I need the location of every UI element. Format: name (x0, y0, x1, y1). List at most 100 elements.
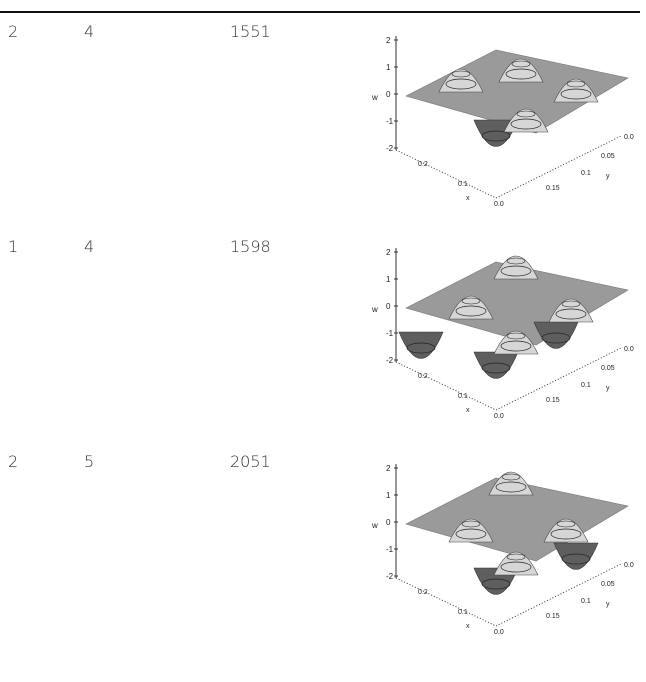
y-axis-label: y (606, 385, 610, 392)
y-tick-label: 0.1 (581, 382, 591, 389)
y-tick-label: 0.15 (546, 397, 560, 404)
y-axis-line (495, 135, 622, 199)
table-top-rule (0, 11, 640, 13)
w-tick-label: 0 (386, 302, 391, 311)
x-tick-label: 0.0 (494, 413, 504, 420)
y-axis-label: y (606, 601, 610, 608)
contour-line (481, 578, 511, 590)
surface-plot: 2 1 0 -1 -2 w 0.2 0.1 0.0 x 0.0 0.05 0.1 0.15 y (371, 248, 634, 420)
contour-line (505, 68, 537, 80)
x-axis-line (395, 361, 497, 411)
surface-peak (543, 518, 589, 543)
y-tick-label: 0.15 (546, 613, 560, 620)
w-tick-label: 2 (386, 248, 391, 257)
surface-trough (473, 351, 519, 379)
x-tick-label: 0.0 (494, 629, 504, 636)
w-axis-label: w (371, 305, 378, 314)
x-tick-label: 0.2 (418, 589, 428, 596)
contour-line (560, 88, 592, 100)
contour-line (561, 553, 591, 565)
x-axis-label: x (466, 407, 470, 414)
cell-c2: 4 (84, 22, 95, 41)
surface-peak (488, 471, 534, 496)
surface-plot: 2 1 0 -1 -2 w 0.2 0.1 0.0 x 0.0 0.05 0.1 0.15 y (371, 464, 634, 636)
contour-line (561, 300, 581, 308)
contour-line (406, 342, 436, 354)
surface-peak (448, 518, 494, 543)
contour-line (495, 481, 527, 493)
y-axis-line (495, 563, 622, 627)
surface-trough (533, 321, 579, 349)
surface-peak (498, 58, 544, 83)
contour-line (511, 60, 531, 68)
w-tick-label: -2 (386, 572, 394, 581)
y-tick-label: 0.05 (601, 365, 615, 372)
contour-line (506, 257, 526, 265)
w-tick-label: 0 (386, 518, 391, 527)
contour-line (510, 118, 542, 130)
x-axis-label: x (466, 623, 470, 630)
w-axis-label: w (371, 93, 378, 102)
contour-line (455, 528, 487, 540)
surface-peak (553, 78, 599, 103)
w-tick-label: 1 (386, 491, 391, 500)
cell-c3: 2051 (230, 452, 271, 471)
contour-line (541, 332, 571, 344)
w-tick-label: -2 (386, 356, 394, 365)
contour-line (506, 553, 526, 561)
w-tick-label: 2 (386, 464, 391, 473)
surface-peak (438, 68, 484, 93)
w-tick-label: 2 (386, 36, 391, 45)
surface-peak (448, 295, 494, 320)
surface-trough (553, 542, 599, 570)
contour-line (556, 520, 576, 528)
x-tick-label: 0.1 (458, 181, 468, 188)
surface-peak (503, 108, 549, 133)
w-tick-label: -1 (386, 117, 394, 126)
y-tick-label: 0.05 (601, 153, 615, 160)
surface-trough (398, 331, 444, 359)
contour-line (461, 520, 481, 528)
surface-peak (493, 255, 539, 280)
w-tick-label: -1 (386, 545, 394, 554)
surface-peak (493, 551, 539, 576)
y-tick-label: 0.0 (624, 562, 634, 569)
cell-c2: 4 (84, 237, 95, 256)
contour-line (506, 332, 526, 340)
contour-line (455, 305, 487, 317)
w-tick-label: 1 (386, 63, 391, 72)
x-axis-line (395, 577, 497, 627)
contour-line (445, 78, 477, 90)
contour-line (481, 362, 511, 374)
surface-plane (405, 477, 629, 562)
w-tick-label: 1 (386, 275, 391, 284)
contour-line (555, 308, 587, 320)
y-tick-label: 0.0 (624, 134, 634, 141)
contour-line (501, 473, 521, 481)
cell-c3: 1551 (230, 22, 271, 41)
contour-line (516, 110, 536, 118)
cell-c1: 2 (8, 22, 19, 41)
y-axis-label: y (606, 173, 610, 180)
cell-c1: 2 (8, 452, 19, 471)
contour-line (500, 561, 532, 573)
x-tick-label: 0.2 (418, 161, 428, 168)
x-tick-label: 0.2 (418, 373, 428, 380)
w-axis-label: w (371, 521, 378, 530)
y-axis-line (495, 347, 622, 411)
w-tick-label: -1 (386, 329, 394, 338)
surface-plane (405, 261, 629, 346)
x-tick-label: 0.1 (458, 393, 468, 400)
contour-line (566, 80, 586, 88)
contour-line (500, 340, 532, 352)
y-tick-label: 0.1 (581, 598, 591, 605)
w-tick-label: -2 (386, 144, 394, 153)
surface-peak (493, 330, 539, 355)
x-axis-line (395, 149, 497, 199)
x-axis-label: x (466, 195, 470, 202)
contour-line (500, 265, 532, 277)
y-tick-label: 0.0 (624, 346, 634, 353)
contour-line (550, 528, 582, 540)
x-tick-label: 0.0 (494, 201, 504, 208)
y-tick-label: 0.1 (581, 170, 591, 177)
